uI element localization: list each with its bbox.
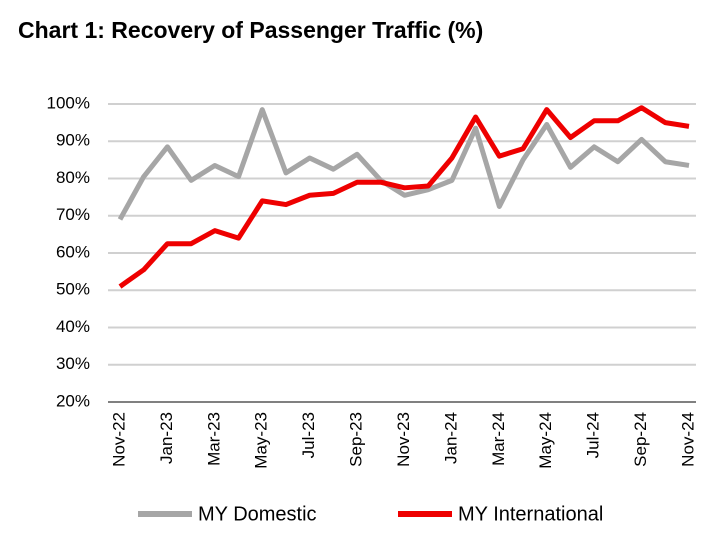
x-tick-label: May-24 [536, 412, 555, 469]
series-line [118, 105, 690, 289]
x-tick-label: Jan-23 [157, 412, 176, 464]
x-tick-label: Jan-24 [441, 412, 460, 464]
x-tick-label: Sep-23 [347, 412, 366, 467]
y-tick-label: 70% [56, 205, 90, 224]
x-tick-label: Mar-23 [204, 412, 223, 466]
x-tick-label: Sep-24 [631, 412, 650, 467]
legend-label: MY International [458, 503, 603, 525]
y-tick-label: 20% [56, 391, 90, 410]
x-tick-label: Nov-24 [678, 412, 697, 467]
x-tick-label: Nov-22 [109, 412, 128, 467]
y-tick-label: 60% [56, 242, 90, 261]
y-tick-label: 50% [56, 280, 90, 299]
x-tick-label: May-23 [252, 412, 271, 469]
x-tick-label: Mar-24 [489, 412, 508, 466]
y-tick-label: 90% [56, 131, 90, 150]
y-tick-label: 40% [56, 317, 90, 336]
y-tick-label: 80% [56, 168, 90, 187]
series-line [117, 107, 690, 221]
y-tick-label: 30% [56, 354, 90, 373]
y-tick-label: 100% [47, 93, 90, 112]
x-tick-label: Jul-24 [584, 412, 603, 458]
legend-label: MY Domestic [198, 503, 317, 525]
chart-title: Chart 1: Recovery of Passenger Traffic (… [18, 17, 483, 43]
x-tick-label: Jul-23 [299, 412, 318, 458]
x-tick-label: Nov-23 [394, 412, 413, 467]
